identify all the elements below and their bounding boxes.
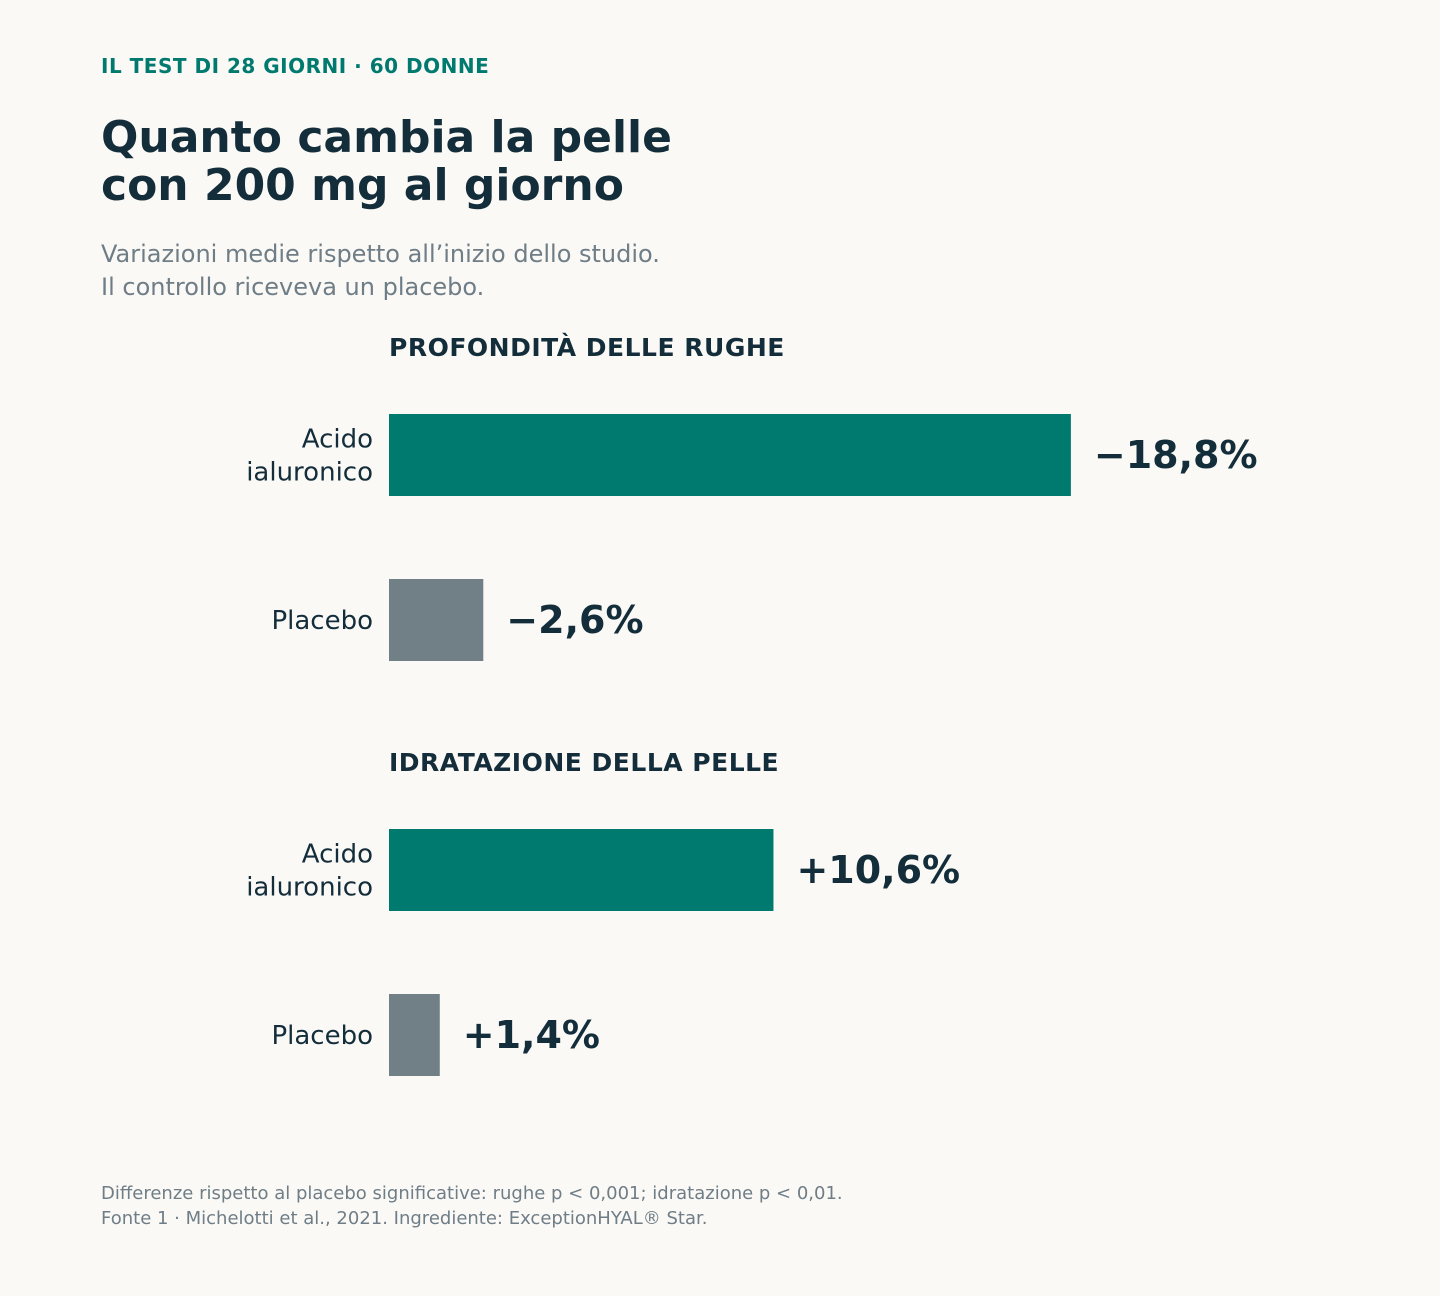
footnote-line: Differenze rispetto al placebo significa… <box>101 1183 843 1204</box>
category-label: ialuronico <box>246 458 373 488</box>
footnote: Differenze rispetto al placebo significa… <box>101 1181 843 1231</box>
chart-subtitle: Variazioni medie rispetto all’inizio del… <box>101 238 660 304</box>
bar <box>389 414 1071 496</box>
bar <box>389 994 440 1076</box>
data-label: −18,8% <box>1094 433 1258 477</box>
category-label: Acido <box>302 425 373 455</box>
chart-subtitle-line: Il controllo riceveva un placebo. <box>101 273 485 301</box>
bar <box>389 579 484 661</box>
eyebrow-label: IL TEST DI 28 GIORNI · 60 DONNE <box>101 54 490 78</box>
bar <box>389 829 774 911</box>
footnote-line: Fonte 1 · Michelotti et al., 2021. Ingre… <box>101 1208 708 1229</box>
category-label: Placebo <box>271 1021 373 1051</box>
chart-title-line: Quanto cambia la pelle <box>101 112 672 163</box>
data-label: +10,6% <box>796 848 960 892</box>
panel-title: PROFONDITÀ DELLE RUGHE <box>389 333 785 362</box>
panel-title: IDRATAZIONE DELLA PELLE <box>389 748 779 777</box>
chart-title-line: con 200 mg al giorno <box>101 160 624 211</box>
chart-subtitle-line: Variazioni medie rispetto all’inizio del… <box>101 240 660 268</box>
chart-title: Quanto cambia la pelle con 200 mg al gio… <box>101 114 1001 210</box>
data-label: −2,6% <box>506 598 643 642</box>
category-label: Placebo <box>271 606 373 636</box>
category-label: ialuronico <box>246 873 373 903</box>
data-label: +1,4% <box>463 1013 600 1057</box>
category-label: Acido <box>302 840 373 870</box>
